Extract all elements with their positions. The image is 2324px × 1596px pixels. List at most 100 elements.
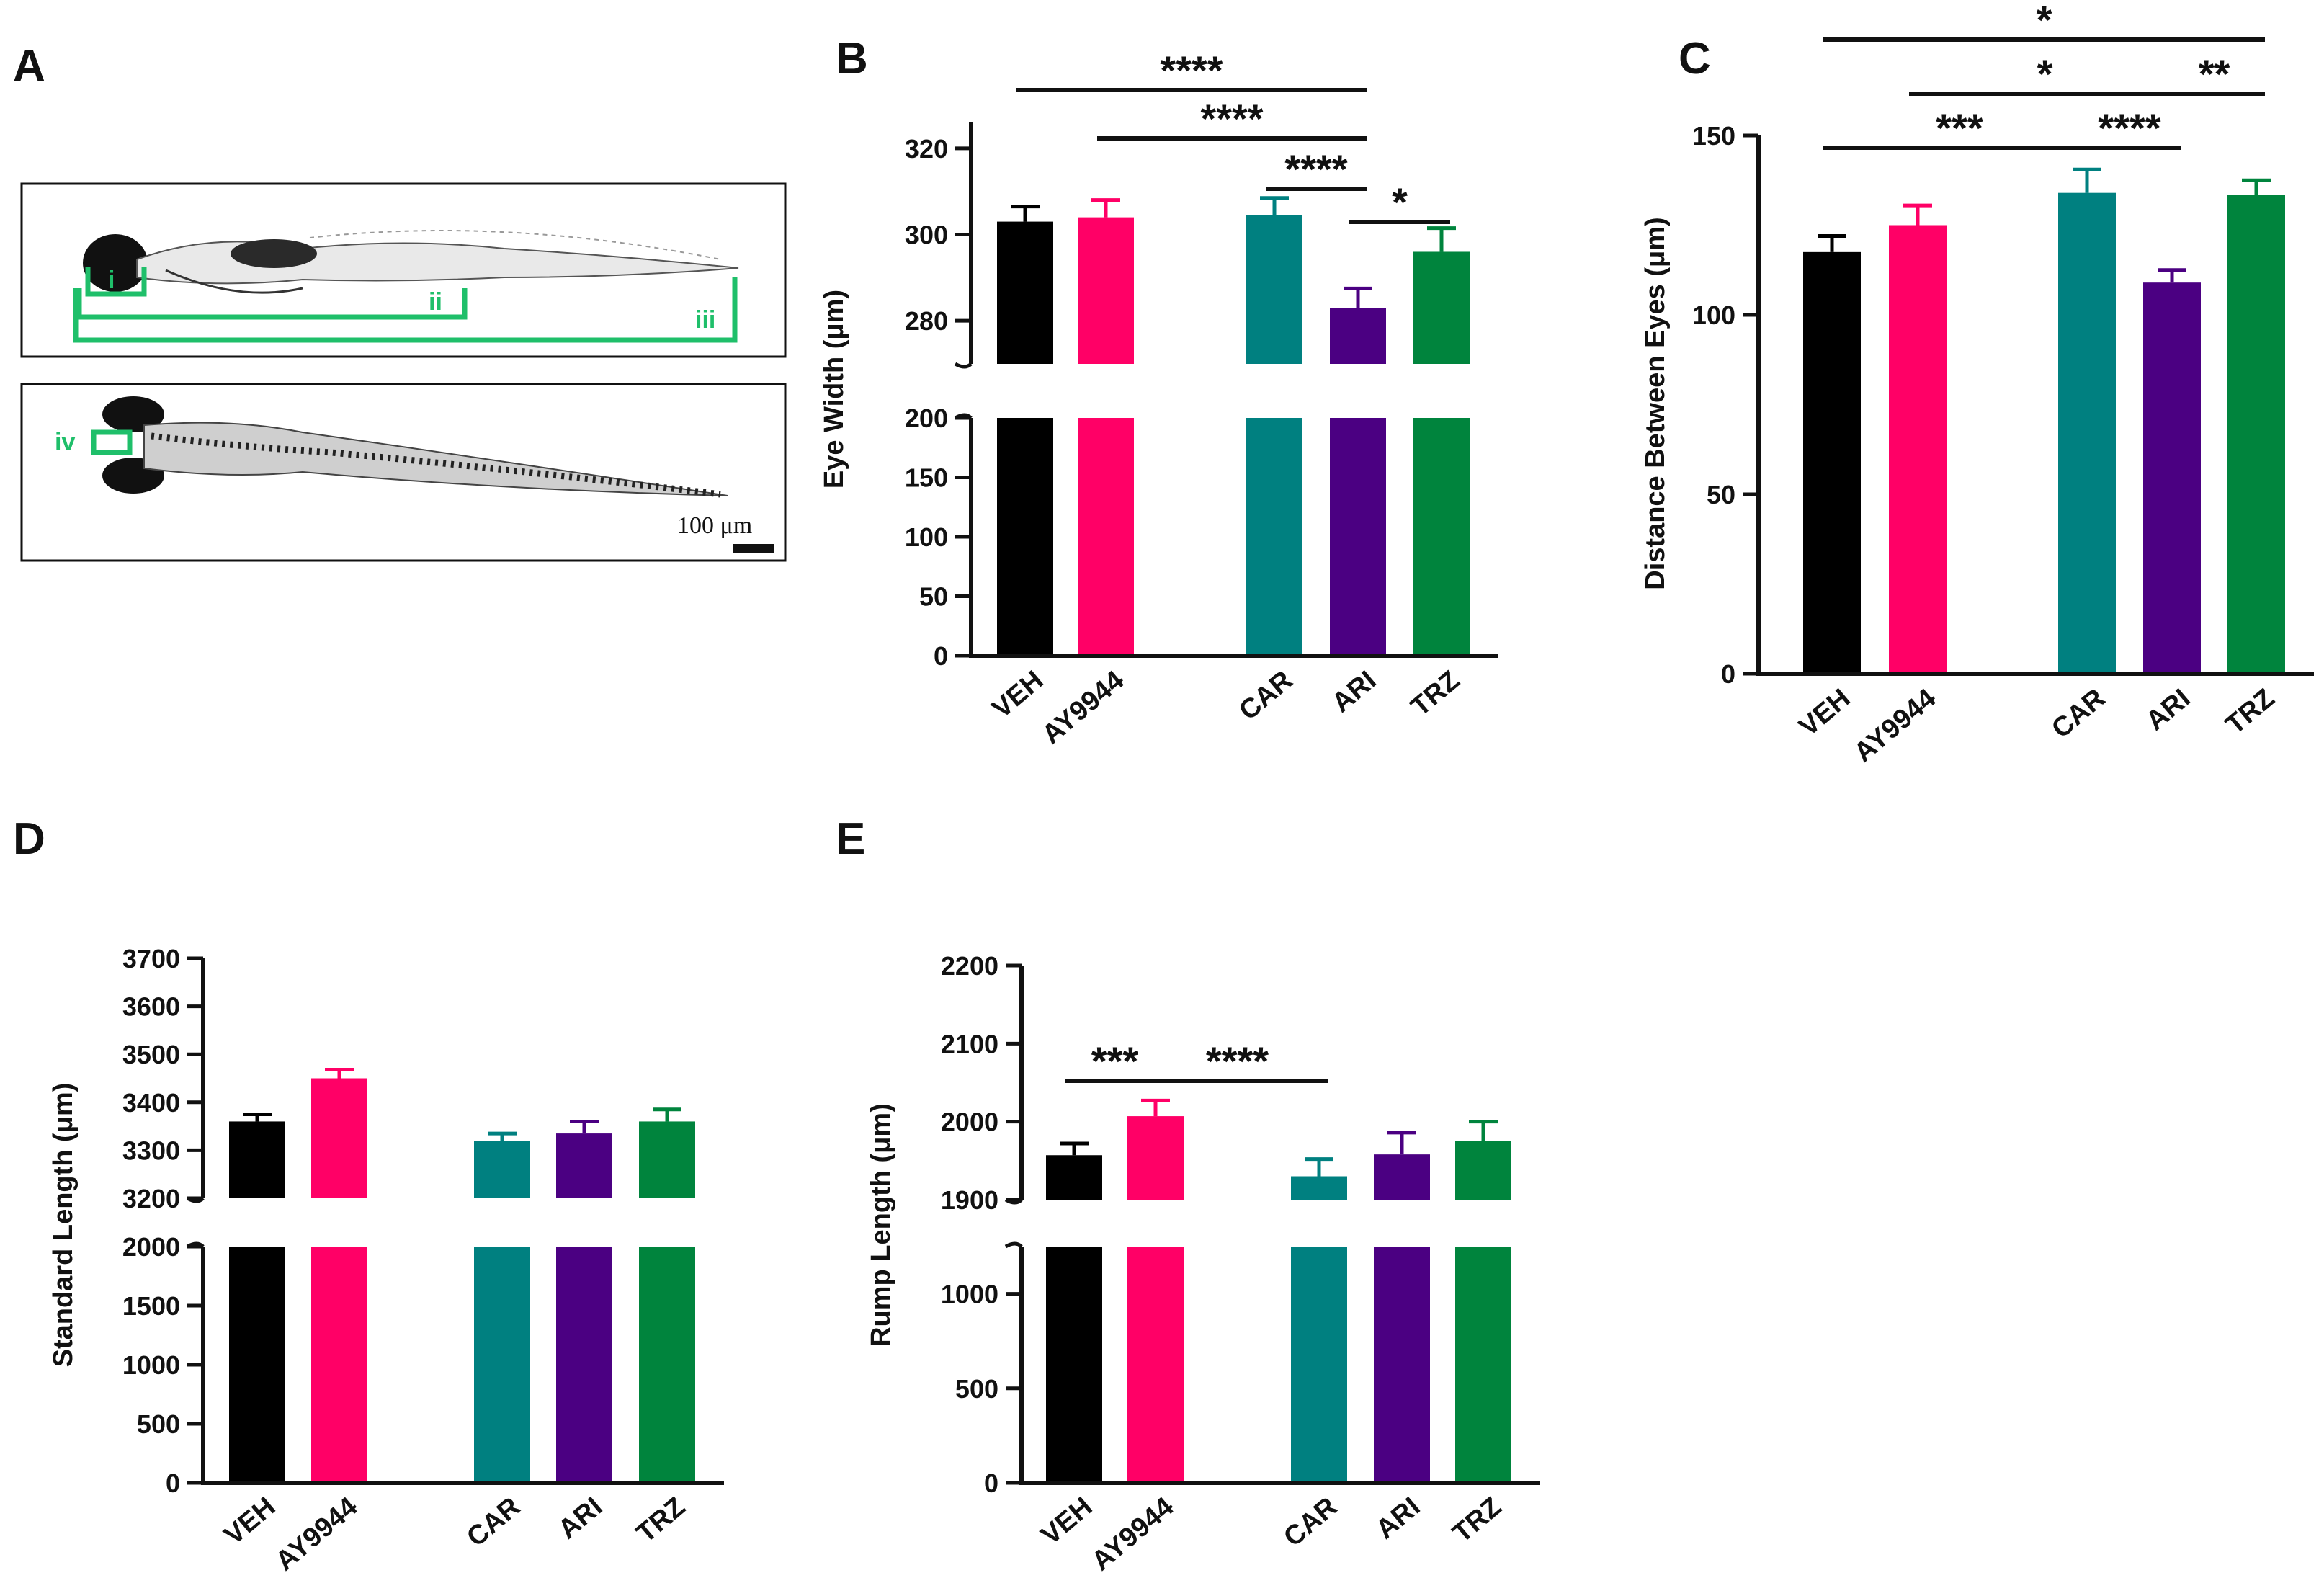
bar-trz	[2227, 195, 2285, 674]
y-tick-label-e: 2000	[941, 1107, 998, 1137]
bar-lower-car	[1291, 1247, 1347, 1483]
significance-label: ****	[2098, 105, 2160, 151]
bracket-label-i: i	[108, 267, 115, 294]
axis-break-upper-b	[954, 362, 973, 369]
scale-bar	[733, 544, 774, 553]
y-tick-label-d: 3400	[122, 1088, 180, 1118]
x-tick-label-ari: ARI	[1370, 1492, 1426, 1545]
y-tick-label-e: 2200	[941, 951, 998, 981]
y-tick-label-d: 1000	[122, 1350, 180, 1380]
significance-label: ***	[1936, 105, 1983, 151]
y-tick-label-d: 500	[137, 1409, 180, 1439]
fish-lateral	[83, 230, 739, 294]
significance-label: **	[2199, 51, 2230, 97]
bracket-iv	[91, 429, 133, 455]
x-tick-label-veh: VEH	[986, 665, 1049, 724]
significance-label: ****	[1200, 96, 1263, 141]
fish-brackets	[73, 267, 738, 343]
y-tick-label-d: 3600	[122, 992, 180, 1022]
panel-label-d: D	[13, 814, 45, 864]
significance-label: *	[1392, 179, 1408, 225]
bar-lower-veh	[997, 418, 1053, 656]
bar-upper-veh	[997, 221, 1053, 364]
fish-dorsal	[102, 396, 728, 498]
x-tick-label-ari: ARI	[1326, 665, 1382, 718]
bar-upper-trz	[639, 1121, 695, 1198]
y-tick-label-d: 1500	[122, 1291, 180, 1321]
x-tick-label-ari: ARI	[553, 1492, 608, 1545]
bar-lower-trz	[1413, 418, 1470, 656]
bar-upper-veh	[1046, 1155, 1102, 1200]
bracket-label-iii: iii	[695, 306, 715, 334]
y-tick-label-c: 50	[1707, 480, 1735, 509]
panel-a: A i ii iii iv 100 μm	[13, 41, 787, 562]
y-tick-label-b: 150	[905, 463, 948, 493]
y-tick-label-e: 500	[955, 1374, 998, 1404]
y-tick-label-b: 200	[905, 404, 948, 433]
y-tick-label-e: 0	[984, 1468, 998, 1498]
bracket-label-ii: ii	[429, 288, 442, 316]
y-tick-label-e: 1000	[941, 1280, 998, 1309]
bar-lower-veh	[229, 1247, 285, 1483]
y-tick-label-b: 0	[934, 641, 948, 671]
significance-label: ***	[1091, 1038, 1139, 1084]
y-tick-label-b: 100	[905, 522, 948, 552]
significance-label: ****	[1160, 48, 1223, 93]
panel-label-b: B	[836, 34, 868, 84]
y-tick-label-b: 300	[905, 220, 948, 250]
panel-a-label: A	[13, 41, 45, 91]
bar-upper-veh	[229, 1121, 285, 1198]
x-tick-label-car: CAR	[1278, 1492, 1343, 1553]
x-tick-label-trz: TRZ	[631, 1492, 692, 1549]
bar-upper-ari	[1374, 1154, 1430, 1200]
y-tick-label-c: 150	[1692, 121, 1735, 151]
bar-lower-car	[474, 1247, 530, 1483]
y-tick-label-d: 3200	[122, 1184, 180, 1213]
y-tick-label-d: 3300	[122, 1136, 180, 1165]
y-axis-title-d: Standard Length (μm)	[48, 1083, 79, 1368]
bar-upper-ay9944	[1127, 1116, 1184, 1200]
bar-lower-car	[1246, 418, 1302, 656]
x-tick-label-ay9944: AY9944	[1849, 683, 1942, 768]
x-tick-label-car: CAR	[461, 1492, 526, 1553]
bar-lower-ay9944	[311, 1247, 367, 1483]
bar-upper-trz	[1455, 1141, 1511, 1200]
y-tick-label-d: 3500	[122, 1040, 180, 1069]
y-axis-title-b: Eye Width (μm)	[819, 290, 849, 489]
bar-lower-ari	[556, 1247, 612, 1483]
bar-lower-ari	[1374, 1247, 1430, 1483]
axis-break-lower-e	[1004, 1241, 1023, 1249]
y-tick-label-c: 100	[1692, 300, 1735, 330]
bar-upper-ay9944	[311, 1078, 367, 1198]
y-axis-title-c: Distance Between Eyes (μm)	[1640, 217, 1671, 589]
bar-upper-ari	[556, 1133, 612, 1198]
y-tick-label-e: 2100	[941, 1029, 998, 1058]
x-tick-label-veh: VEH	[1793, 683, 1856, 742]
x-tick-label-trz: TRZ	[2220, 683, 2281, 741]
bar-car	[2058, 192, 2116, 674]
bracket-label-iv: iv	[55, 429, 75, 456]
bar-lower-ay9944	[1078, 418, 1134, 656]
y-tick-label-c: 0	[1721, 659, 1735, 689]
y-tick-label-b: 50	[919, 582, 948, 612]
x-tick-label-trz: TRZ	[1405, 665, 1466, 723]
bar-veh	[1803, 251, 1861, 674]
x-tick-label-trz: TRZ	[1447, 1492, 1508, 1549]
y-tick-label-d: 2000	[122, 1232, 180, 1262]
bar-ari	[2143, 282, 2201, 674]
significance-label: *	[2037, 51, 2053, 97]
x-tick-label-veh: VEH	[218, 1492, 281, 1551]
y-tick-label-b: 280	[905, 306, 948, 336]
bar-upper-ari	[1330, 308, 1386, 364]
panel-label-c: C	[1679, 34, 1711, 84]
chart-panel-d: D 0 500 1000 1500 2000 3200 3300 3400 3500 3600 370…	[13, 814, 724, 1577]
x-tick-label-ari: ARI	[2140, 683, 2196, 736]
y-tick-label-d: 3700	[122, 944, 180, 973]
x-tick-label-ay9944: AY9944	[1086, 1492, 1180, 1577]
x-tick-label-ay9944: AY9944	[270, 1492, 364, 1577]
